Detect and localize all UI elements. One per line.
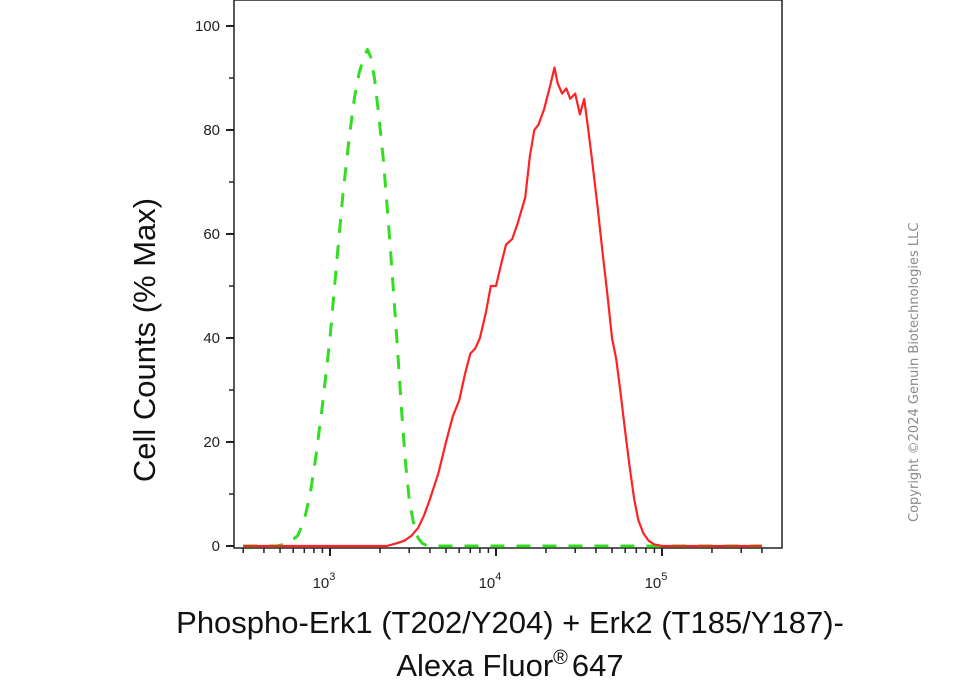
- x-tick-exponent: 3: [329, 571, 335, 583]
- plot-frame: [233, 0, 783, 549]
- y-axis-ticks: 0 20 40 60 80 100: [195, 18, 234, 555]
- y-tick-label: 0: [212, 538, 220, 555]
- x-tick-label: 104: [479, 571, 502, 592]
- x-axis-title-wavelength: 647: [572, 648, 624, 683]
- copyright-watermark: Copyright ©2024 Genuin Biotechnologies L…: [907, 222, 922, 522]
- x-axis-ticks: 103 104 105: [242, 548, 763, 592]
- plot-axes: [233, 0, 783, 549]
- y-tick-label: 20: [203, 434, 220, 451]
- y-tick-label: 40: [203, 330, 220, 347]
- y-tick-label: 80: [203, 122, 220, 139]
- x-tick-base: 10: [479, 575, 496, 592]
- x-axis-title-line1: Phospho-Erk1 (T202/Y204) + Erk2 (T185/Y1…: [176, 605, 844, 640]
- x-tick-label: 103: [313, 571, 336, 592]
- x-axis-title-line2: Alexa Fluor® 647: [396, 647, 623, 683]
- x-axis-title-fluor: Alexa Fluor: [396, 648, 553, 683]
- x-tick-label: 105: [645, 571, 668, 592]
- histogram-series-solid: [243, 66, 762, 548]
- histogram-series-dashed: [243, 47, 762, 548]
- x-tick-base: 10: [645, 575, 662, 592]
- y-tick-label: 100: [195, 18, 220, 35]
- x-tick-base: 10: [313, 575, 330, 592]
- series-layer: [243, 47, 762, 548]
- x-tick-exponent: 4: [495, 571, 501, 583]
- registered-mark: ®: [553, 647, 568, 669]
- y-tick-label: 60: [203, 226, 220, 243]
- x-tick-exponent: 5: [661, 571, 667, 583]
- y-axis-title: Cell Counts (% Max): [127, 198, 162, 482]
